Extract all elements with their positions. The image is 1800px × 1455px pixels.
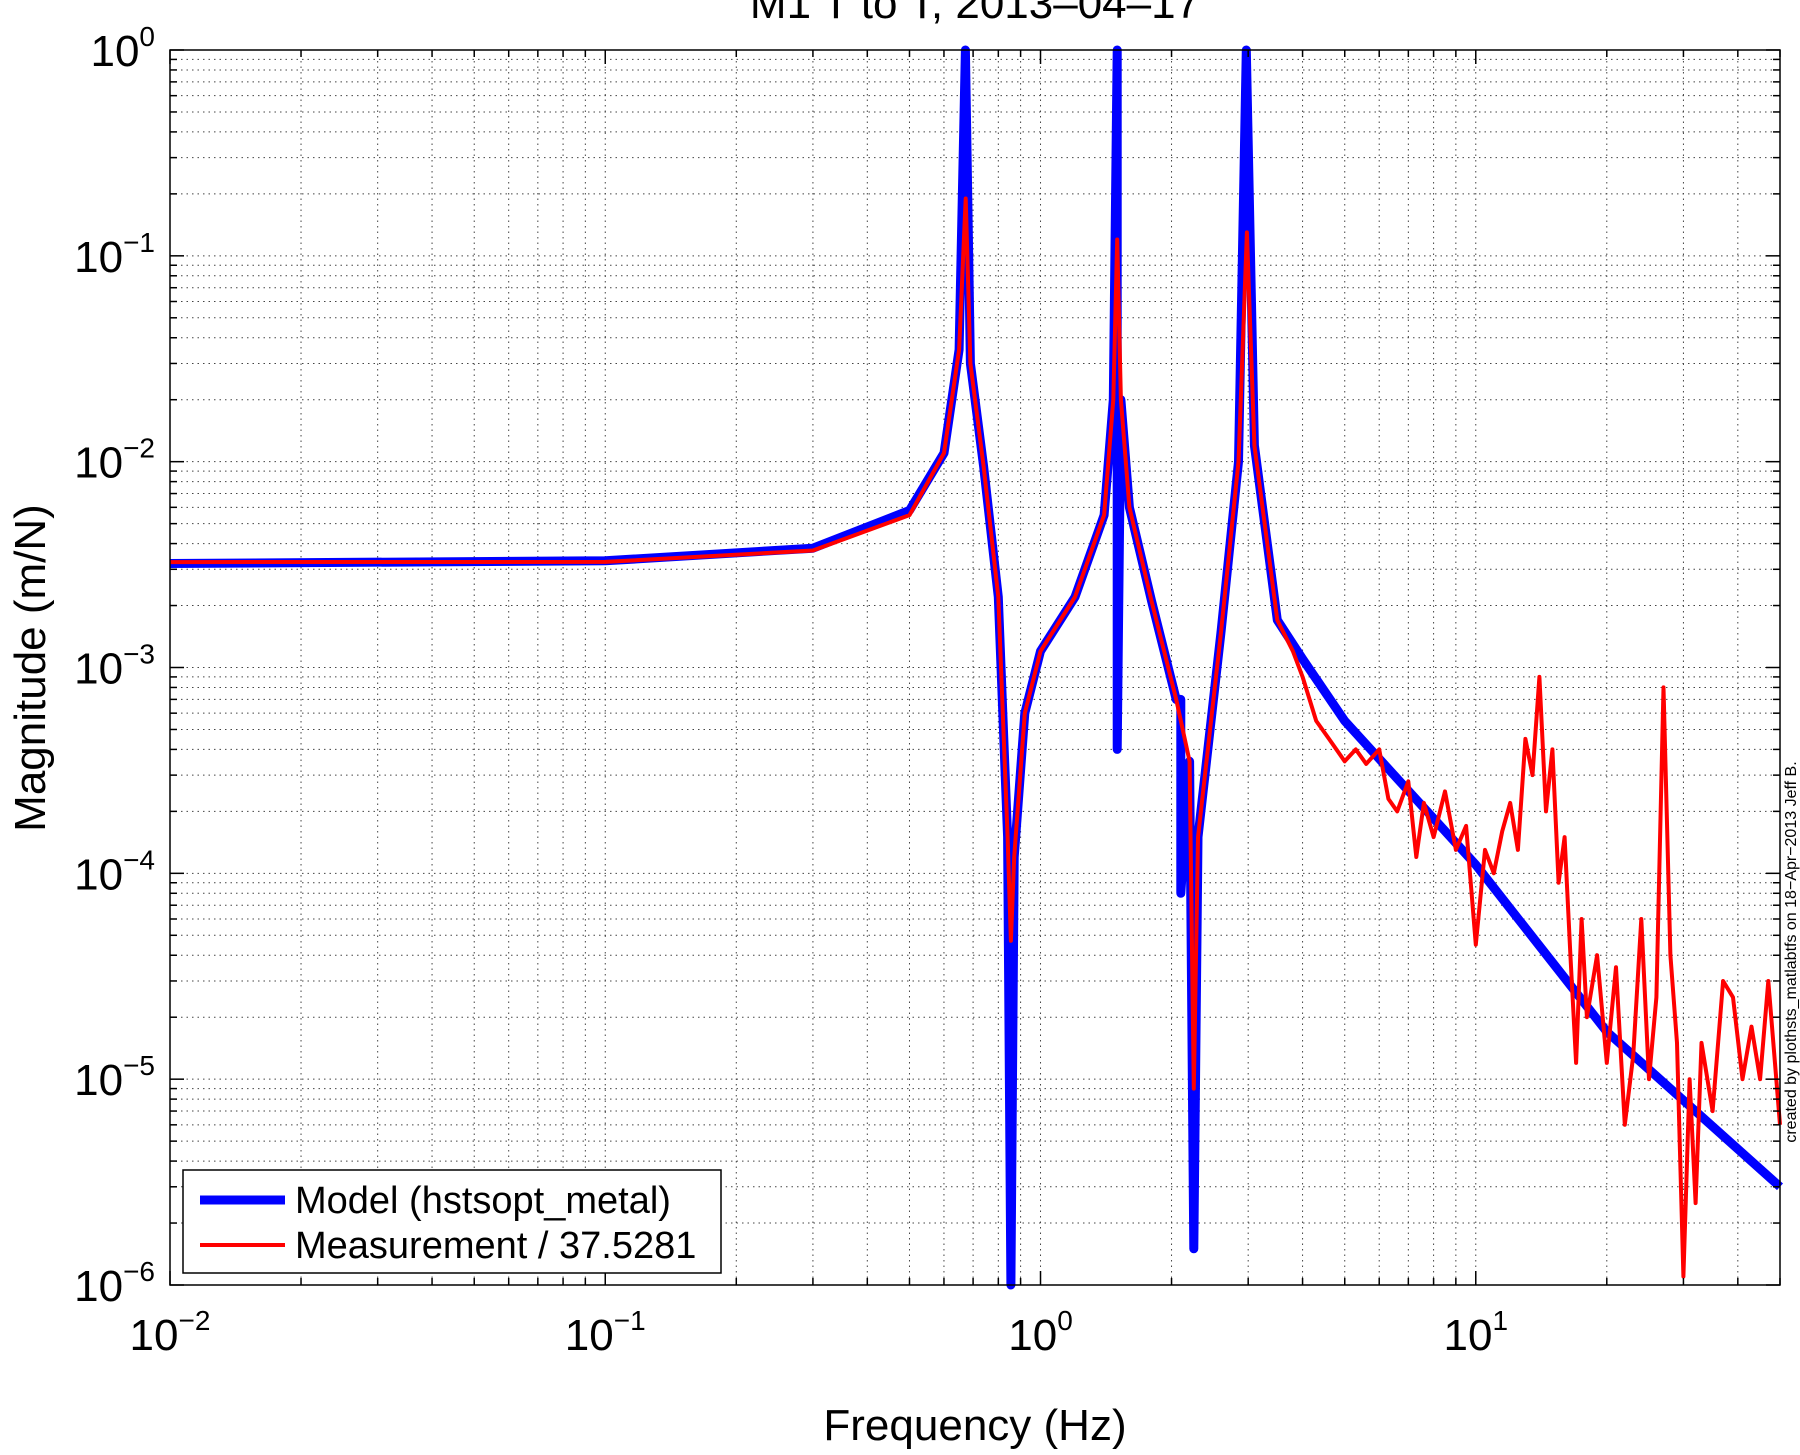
legend-label-measurement: Measurement / 37.5281 bbox=[295, 1225, 696, 1267]
legend-label-model: Model (hstsopt_metal) bbox=[295, 1180, 671, 1222]
ticks bbox=[169, 49, 1781, 1286]
y-tick-label: 100 bbox=[90, 21, 155, 76]
legend-box bbox=[182, 1169, 722, 1274]
x-tick-label: 100 bbox=[1008, 1305, 1073, 1360]
x-axis-label: Frequency (Hz) bbox=[823, 1401, 1126, 1450]
x-tick-label: 10−1 bbox=[565, 1305, 646, 1360]
series-line-measurement bbox=[169, 196, 1782, 1279]
y-tick-label: 10−5 bbox=[74, 1050, 155, 1105]
y-tick-label: 10−4 bbox=[74, 844, 155, 899]
y-tick-label: 10−2 bbox=[74, 433, 155, 488]
plot-area bbox=[170, 50, 1780, 1285]
y-tick-labels: 100 10−1 10−2 10−3 10−4 10−5 10−6 bbox=[74, 21, 155, 1311]
series-layer bbox=[169, 45, 1784, 1290]
y-tick-label: 10−1 bbox=[74, 227, 155, 282]
y-axis-label: Magnitude (m/N) bbox=[6, 504, 55, 832]
y-tick-label: 10−6 bbox=[74, 1256, 155, 1311]
x-tick-labels: 10−2 10−1 100 101 bbox=[130, 1305, 1508, 1360]
chart-title: M1 T to T, 2013–04–17 bbox=[750, 0, 1200, 28]
legend: Model (hstsopt_metal) Measurement / 37.5… bbox=[182, 1169, 722, 1274]
y-tick-label: 10−3 bbox=[74, 639, 155, 694]
x-tick-label: 101 bbox=[1444, 1305, 1509, 1360]
x-tick-label: 10−2 bbox=[130, 1305, 211, 1360]
credit-text: created by plothsts_matlabtfs on 18−Apr−… bbox=[1783, 761, 1800, 1142]
grid bbox=[170, 50, 1780, 1285]
